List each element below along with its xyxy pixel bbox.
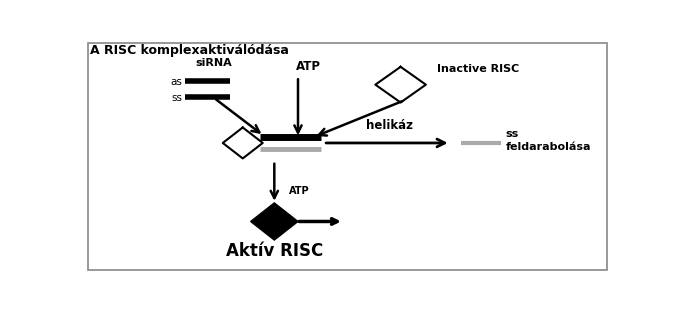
Text: A RISC komplexaktiválódása: A RISC komplexaktiválódása [90,44,289,57]
Polygon shape [251,203,298,240]
Text: ATP: ATP [296,60,321,73]
Text: helikáz: helikáz [367,119,414,132]
Text: Aktív RISC: Aktív RISC [225,242,323,260]
Text: ss
feldarabolása: ss feldarabolása [506,129,591,152]
Text: ATP: ATP [289,186,310,196]
Text: ss: ss [171,93,182,103]
Text: as: as [170,77,182,87]
Text: siRNA: siRNA [196,58,232,68]
Text: Inactive RISC: Inactive RISC [437,64,519,74]
